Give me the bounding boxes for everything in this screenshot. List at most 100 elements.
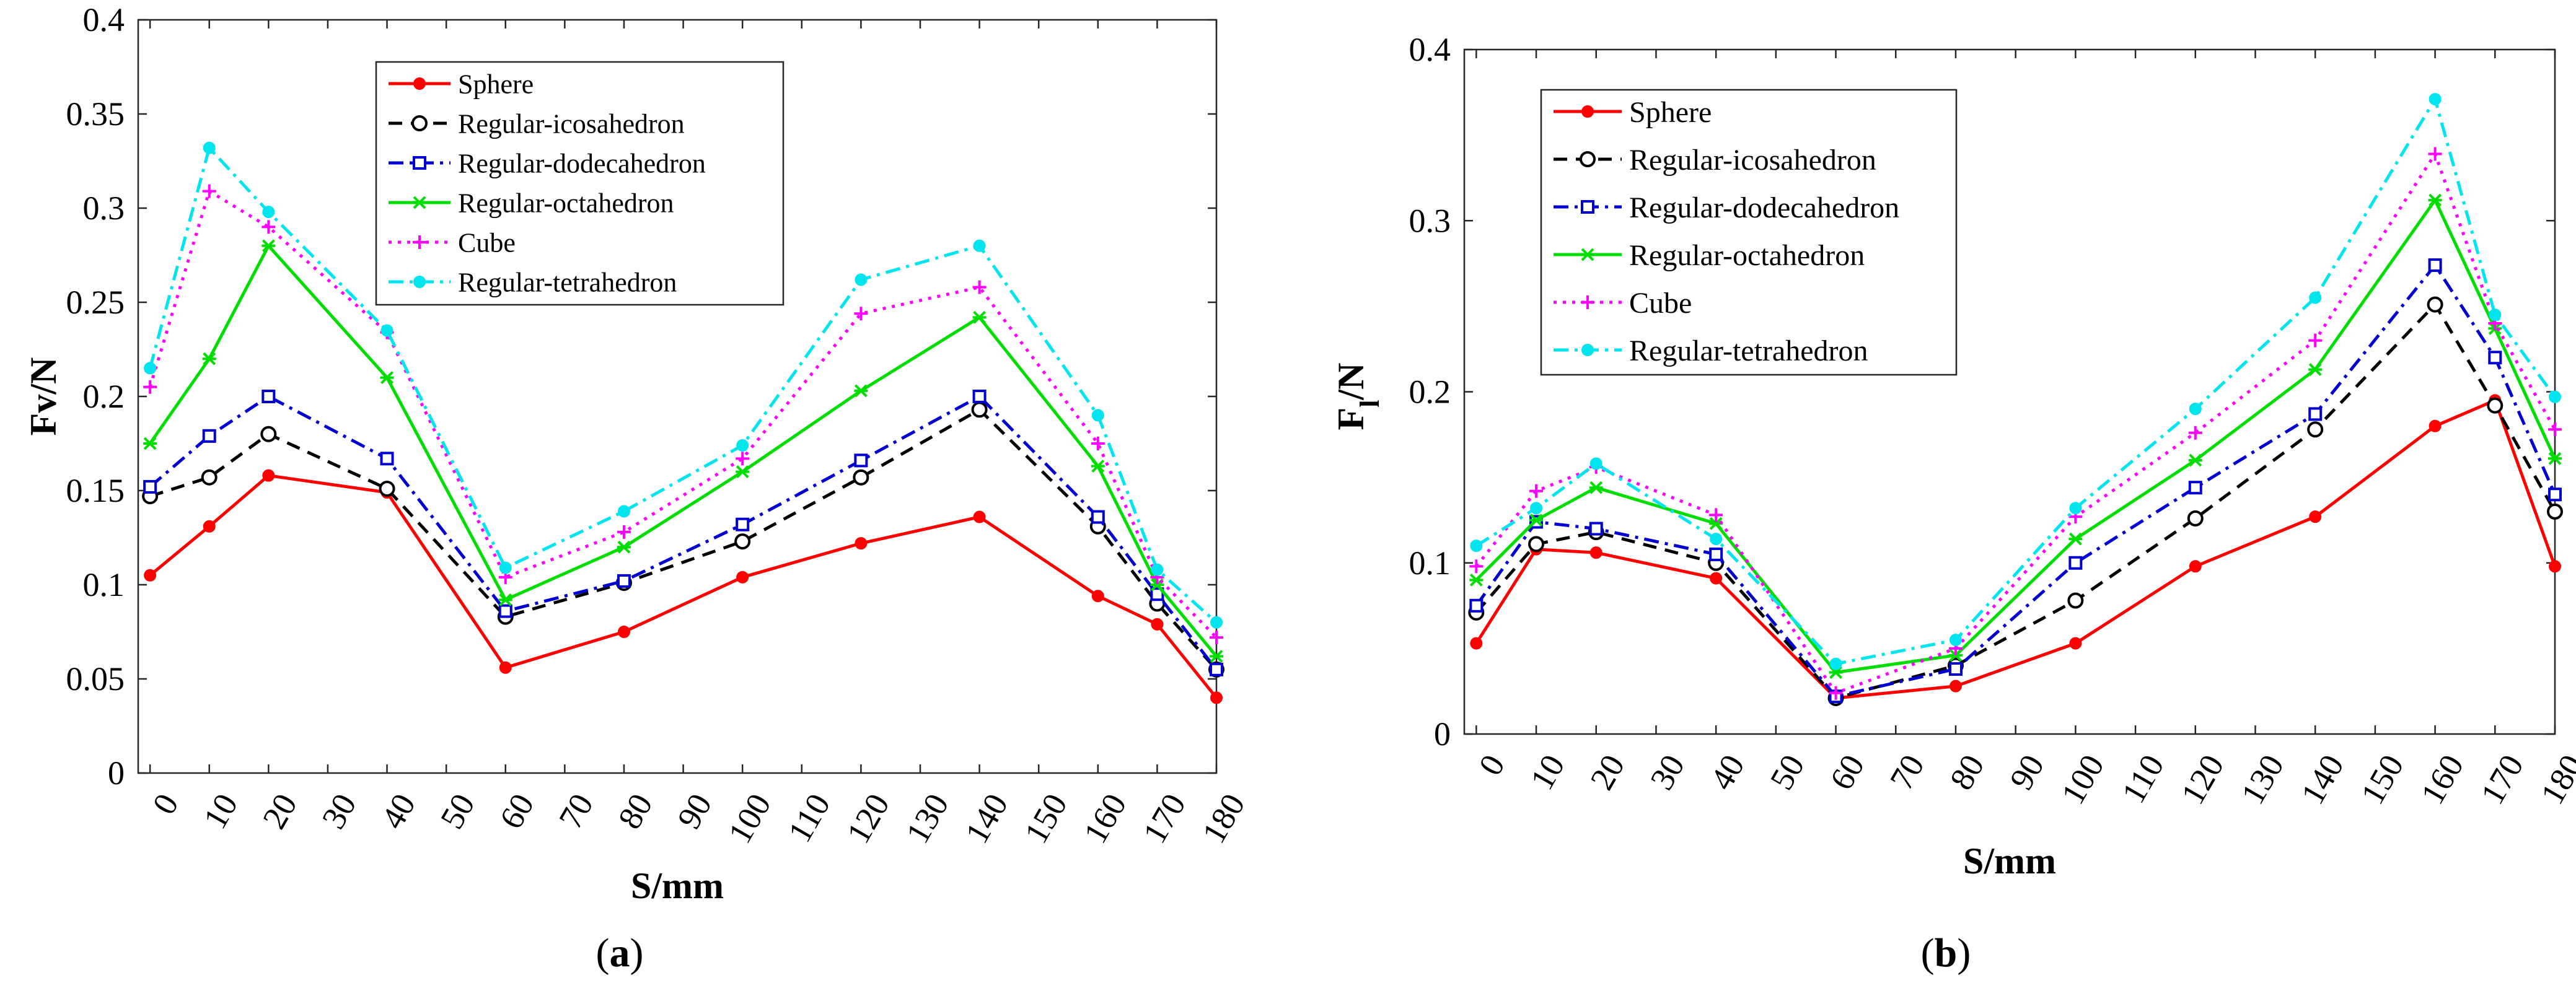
panel-label: (a) (596, 930, 644, 976)
data-point (855, 537, 868, 550)
x-tick-label: 80 (1943, 748, 1992, 796)
panel-label-close: ) (1957, 930, 1971, 976)
data-point (2188, 426, 2202, 440)
y-axis-label: Fv/N (23, 357, 64, 436)
data-point (617, 505, 630, 518)
legend-marker (413, 196, 426, 209)
data-point (972, 310, 987, 324)
legend: Sphere Regular-icosahedron Regular-dodecah… (1540, 89, 1958, 376)
data-point (1710, 533, 1723, 546)
x-tick-label: 70 (552, 787, 600, 835)
data-point (854, 384, 868, 398)
data-point (1530, 502, 1543, 515)
data-point (2308, 363, 2323, 377)
data-point (2069, 502, 2082, 515)
data-point (1210, 616, 1223, 629)
data-point (617, 540, 631, 554)
y-tick-label: 0.4 (83, 1, 125, 38)
data-point (1589, 457, 1602, 470)
data-point (853, 469, 869, 486)
data-point (1589, 522, 1603, 536)
data-point (2068, 532, 2083, 546)
legend-entry-label: Regular-octahedron (458, 188, 674, 218)
x-tick-label: 60 (492, 787, 541, 835)
panel-label-letter: b (1935, 930, 1958, 976)
y-tick-label: 0.1 (1409, 544, 1451, 582)
data-point (1091, 409, 1104, 422)
data-point (2428, 258, 2442, 273)
data-point (2069, 637, 2082, 650)
legend-marker (1581, 248, 1594, 261)
y-tick-label: 0.4 (1409, 31, 1451, 68)
series-regular-tetrahedron (1470, 93, 2561, 670)
legend-entry-label: Regular-tetrahedron (1629, 334, 1868, 367)
data-point (202, 352, 216, 365)
legend-entry-label: Cube (458, 227, 516, 258)
panel-label-open: ( (1921, 930, 1935, 976)
legend-marker (1580, 151, 1596, 167)
data-point (1949, 680, 1962, 693)
series-line (1475, 263, 2557, 698)
legend-entry-label: Regular-dodecahedron (1629, 191, 1899, 224)
data-point (2548, 452, 2562, 465)
data-point (1091, 510, 1105, 524)
data-point (262, 220, 276, 234)
legend-marker (1581, 295, 1594, 309)
data-point (2548, 422, 2562, 437)
y-tick-label: 0.3 (1409, 202, 1451, 239)
data-point (2549, 560, 2561, 573)
x-tick-label: 80 (611, 787, 660, 835)
series-line (149, 244, 1218, 658)
x-tick-label: 40 (1703, 748, 1752, 796)
data-point (1829, 657, 1842, 670)
y-tick-label: 0.3 (83, 190, 125, 227)
series-line (1475, 398, 2557, 700)
data-point (2309, 510, 2322, 523)
y-tick-label: 0.2 (1409, 374, 1451, 411)
legend-entry-label: Sphere (458, 69, 534, 99)
series-sphere (144, 469, 1223, 704)
data-point (2189, 560, 2202, 573)
data-point (262, 469, 275, 482)
data-point (1589, 481, 1603, 494)
y-axis-label-main: Fv/N (23, 357, 64, 436)
legend-marker (1581, 200, 1594, 214)
data-point (1150, 587, 1164, 601)
data-point (2187, 510, 2204, 527)
x-tick-label: 10 (196, 787, 245, 835)
data-point (2427, 296, 2443, 313)
data-point (736, 517, 750, 531)
data-point (1709, 547, 1723, 561)
y-axis-label-subscript: l (1355, 400, 1385, 408)
x-tick-label: 150 (1017, 787, 1074, 849)
data-point (1709, 508, 1723, 522)
legend-entry-label: Regular-icosahedron (458, 108, 685, 139)
data-point (854, 453, 868, 468)
data-point (202, 429, 216, 443)
data-point (379, 480, 395, 497)
data-point (144, 362, 157, 375)
data-point (498, 593, 512, 606)
data-point (1529, 514, 1544, 527)
data-point (380, 324, 393, 337)
data-point (202, 184, 216, 198)
data-point (498, 604, 512, 618)
data-point (972, 390, 987, 403)
data-point (2307, 421, 2324, 438)
data-point (143, 479, 157, 494)
data-point (1210, 662, 1223, 676)
series-regular-octahedron (143, 239, 1223, 663)
y-tick-label: 0.35 (66, 95, 125, 133)
data-point (1210, 631, 1223, 645)
data-point (1528, 536, 1545, 553)
y-tick-label: 0.15 (66, 472, 125, 509)
y-tick-label: 0.05 (66, 660, 125, 697)
x-tick-label: 120 (2174, 748, 2231, 810)
data-point (2488, 351, 2502, 365)
data-point (855, 273, 868, 286)
data-point (1470, 637, 1483, 650)
legend-marker (411, 115, 428, 131)
data-point (2487, 397, 2503, 414)
data-point (617, 525, 631, 539)
